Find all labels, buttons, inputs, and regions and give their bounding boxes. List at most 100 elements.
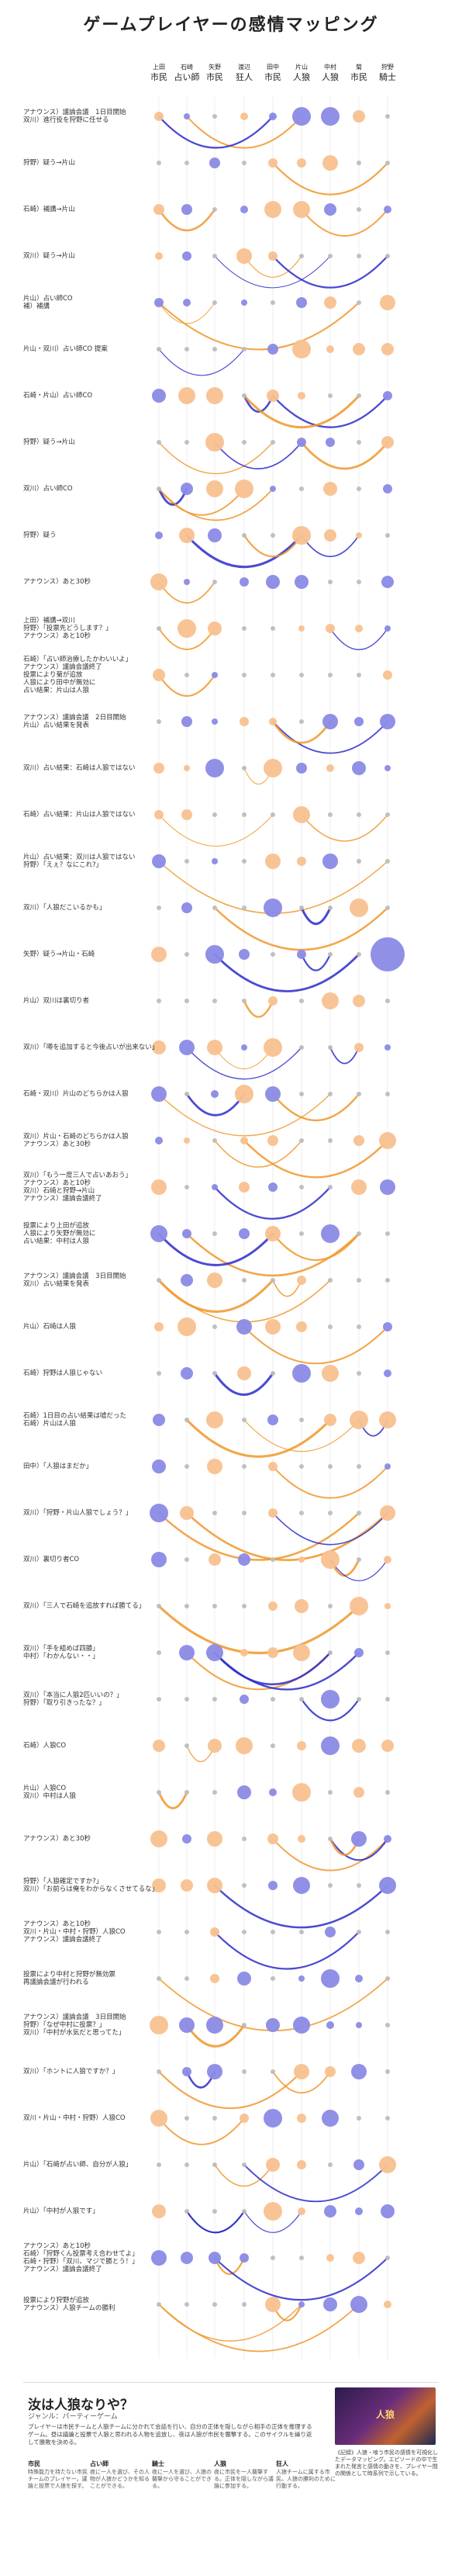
emotion-node	[152, 1459, 166, 1473]
emotion-node	[184, 1557, 189, 1562]
emotion-node	[207, 1272, 222, 1288]
emotion-node	[240, 2253, 249, 2263]
emotion-node	[355, 2207, 363, 2215]
emotion-node	[271, 1557, 275, 1562]
emotion-node	[350, 1597, 368, 1615]
emotion-node	[299, 254, 304, 258]
emotion-node	[157, 1697, 161, 1702]
emotion-node	[385, 2116, 390, 2121]
emotion-node	[357, 440, 361, 445]
emotion-node	[264, 898, 282, 917]
emotion-node	[184, 1464, 189, 1469]
event-entry: 双川）「人狼だこいるかも」	[23, 904, 106, 912]
emotion-node	[328, 393, 333, 398]
emotion-arc	[186, 116, 302, 149]
event-entry: 狩野）疑う	[23, 531, 57, 539]
emotion-arc	[158, 581, 215, 604]
emotion-node	[383, 484, 392, 493]
emotion-node	[153, 669, 165, 681]
emotion-node	[297, 857, 306, 866]
emotion-node	[241, 1044, 247, 1051]
emotion-node	[357, 1697, 361, 1702]
emotion-node	[266, 575, 280, 589]
game-title: 汝は人狼なりや？	[28, 2398, 133, 2413]
emotion-node	[209, 2252, 221, 2264]
emotion-node	[206, 1411, 223, 1428]
emotion-node	[150, 573, 167, 590]
emotion-node	[385, 812, 390, 817]
emotion-node	[322, 992, 339, 1009]
event-entry: 片山）双川は裏切り者	[23, 997, 90, 1005]
emotion-node	[357, 254, 361, 258]
emotion-node	[212, 254, 217, 258]
emotion-arc	[272, 1279, 302, 1297]
player-role: 市民	[350, 72, 367, 82]
emotion-arc	[157, 2070, 303, 2110]
emotion-node	[212, 1138, 217, 1143]
event-entry: 投票により狩野が追放 アナウンス）人狼チームの勝利	[23, 2297, 116, 2312]
player-name: 狩野	[381, 64, 394, 71]
emotion-node	[178, 619, 196, 638]
emotion-node	[357, 393, 361, 398]
emotion-node	[353, 110, 365, 123]
emotion-node	[207, 2064, 222, 2079]
emotion-arc	[300, 1698, 360, 1722]
emotion-node	[322, 155, 338, 171]
emotion-node	[212, 207, 217, 212]
emotion-node	[385, 114, 390, 119]
emotion-arc	[329, 628, 388, 650]
emotion-node	[293, 2017, 310, 2034]
event-entry: 双川）「噂を追加すると今後占いが出来ない」	[23, 1044, 159, 1051]
emotion-node	[271, 2256, 275, 2260]
emotion-arc	[213, 1372, 274, 1396]
emotion-node	[242, 1930, 247, 1934]
emotion-node	[357, 1371, 361, 1376]
emotion-node	[151, 947, 167, 962]
emotion-node	[326, 2021, 334, 2029]
event-entry: 片山）石崎は人狼	[23, 1323, 77, 1331]
emotion-node	[184, 1743, 189, 1748]
emotion-node	[181, 809, 192, 820]
emotion-node	[381, 343, 394, 355]
event-entry: アナウンス）議論会議 2日目開始 片山）占い結果を発表	[23, 714, 126, 729]
emotion-node	[208, 621, 222, 635]
emotion-arc	[329, 1837, 389, 1861]
role-name: 人狼	[214, 2460, 226, 2467]
emotion-arc	[185, 1511, 389, 1561]
emotion-arc	[271, 394, 389, 428]
emotion-node	[271, 1697, 275, 1702]
emotion-node	[153, 1414, 165, 1426]
emotion-node	[211, 1090, 219, 1098]
emotion-arc	[243, 255, 302, 278]
emotion-node	[324, 1414, 336, 1426]
emotion-node	[205, 759, 224, 777]
game-notes: 《記録》人狼・喰う市民の感情を可視化したデータマッピング。エピソードの中で生まれ…	[335, 2450, 438, 2477]
emotion-arc	[213, 1651, 332, 1685]
player-name: 中村	[324, 64, 336, 71]
emotion-arc	[157, 1279, 274, 1314]
emotion-node	[212, 347, 217, 351]
emotion-node	[381, 2204, 395, 2218]
emotion-node	[181, 2252, 193, 2264]
emotion-node	[379, 1411, 396, 1428]
emotion-node	[379, 1132, 396, 1149]
emotion-node	[181, 1367, 193, 1380]
emotion-arc	[243, 1419, 360, 1452]
emotion-node	[184, 859, 189, 864]
event-entry: アナウンス）あと10秒 石崎）「狩野くん投票考え合わせてよ」 石崎・狩野）「双川…	[23, 2242, 139, 2273]
emotion-node	[239, 1182, 250, 1193]
emotion-node	[298, 1556, 305, 1563]
emotion-node	[351, 1179, 367, 1195]
emotion-node	[184, 673, 189, 677]
emotion-node	[385, 1278, 390, 1283]
emotion-node	[385, 1650, 390, 1655]
emotion-node	[242, 1278, 247, 1283]
emotion-arc	[301, 814, 388, 842]
emotion-node	[357, 580, 361, 584]
player-name: 渡辺	[238, 64, 250, 71]
emotion-node	[322, 714, 338, 729]
emotion-node	[181, 1879, 193, 1892]
emotion-node	[271, 1743, 275, 1748]
emotion-node	[271, 2069, 275, 2074]
emotion-node	[242, 1883, 247, 1888]
